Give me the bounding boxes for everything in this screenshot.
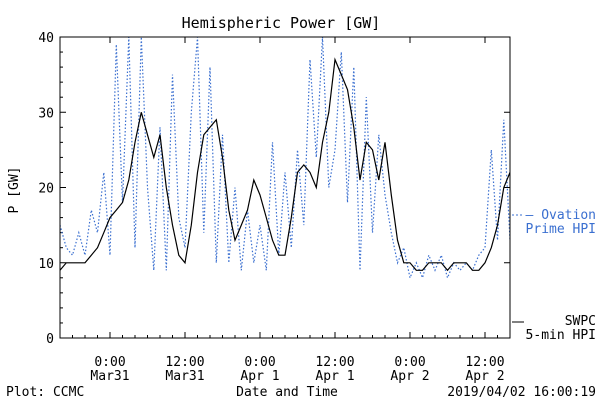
series-lines — [59, 36, 511, 280]
ovation-prime-line — [59, 36, 511, 280]
x-tick-label-time: 12:00 — [165, 355, 204, 370]
x-tick-label-date: Apr 2 — [390, 369, 429, 384]
x-tick-label-date: Apr 1 — [315, 369, 354, 384]
y-tick-label: 40 — [38, 31, 54, 46]
y-tick-label: 30 — [38, 106, 54, 121]
x-tick-label-time: 0:00 — [94, 355, 125, 370]
plot-timestamp: 2019/04/02 16:00:19 — [447, 385, 596, 400]
x-tick-label-time: 0:00 — [244, 355, 275, 370]
x-tick-label-time: 0:00 — [394, 355, 425, 370]
y-tick-label: 20 — [38, 182, 54, 197]
legend-swpc-label-2: 5-min HPI — [526, 328, 596, 343]
x-tick-label-date: Apr 1 — [240, 369, 279, 384]
legend-swpc-label-1: SWPC — [565, 314, 596, 329]
x-tick-label-date: Mar31 — [165, 369, 204, 384]
x-tick-label-date: Apr 2 — [465, 369, 504, 384]
y-tick-label: 10 — [38, 257, 54, 272]
swpc-hpi-line — [59, 57, 511, 272]
legend-ovation-label-1: — Ovation — [526, 208, 596, 223]
x-tick-label-time: 12:00 — [465, 355, 504, 370]
x-tick-label-time: 12:00 — [315, 355, 354, 370]
chart-title: Hemispheric Power [GW] — [182, 14, 381, 32]
y-axis-label: P [GW] — [7, 167, 22, 214]
legend-ovation-label-2: Prime HPI — [526, 222, 596, 237]
plot-credit: Plot: CCMC — [6, 385, 84, 400]
y-axis-ticks: 0 10 20 30 40 — [38, 31, 510, 347]
y-tick-label: 0 — [46, 332, 54, 347]
x-axis-label: Date and Time — [236, 385, 338, 400]
x-tick-label-date: Mar31 — [90, 369, 129, 384]
plot-frame — [59, 36, 511, 339]
